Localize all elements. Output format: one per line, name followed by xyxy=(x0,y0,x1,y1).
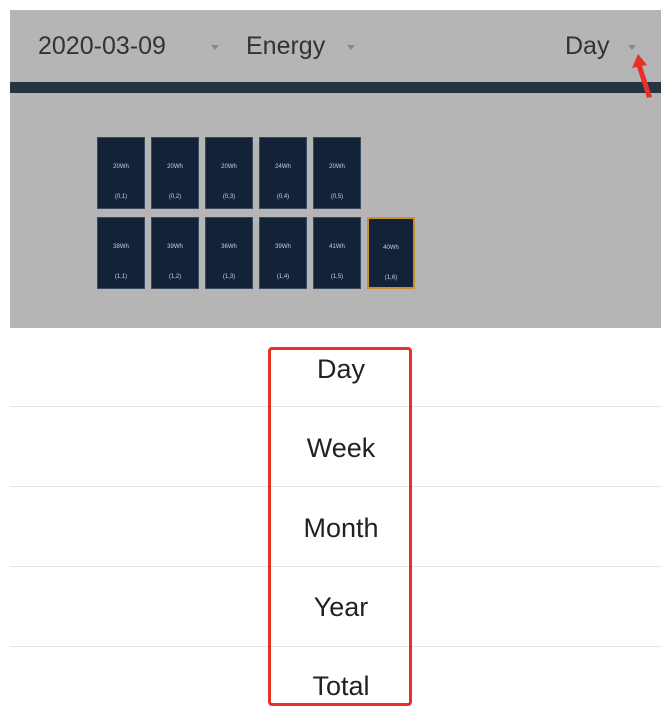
panel-energy: 39Wh xyxy=(167,244,183,250)
caret xyxy=(628,45,636,50)
panel-energy: 39Wh xyxy=(275,244,291,250)
solar-panel[interactable]: 24Wh (0,4) xyxy=(259,137,307,209)
panel-energy: 38Wh xyxy=(113,244,129,250)
solar-panel[interactable]: 38Wh (1,1) xyxy=(97,217,145,289)
panel-position: (1,2) xyxy=(168,274,182,280)
panel-energy: 24Wh xyxy=(275,164,291,170)
panel-position: (0,3) xyxy=(222,194,236,200)
separator xyxy=(10,406,661,407)
red-arrow xyxy=(632,54,652,98)
panel-energy: 20Wh xyxy=(329,164,345,170)
metric-selector[interactable]: Energy xyxy=(246,32,326,60)
panel-energy: 41Wh xyxy=(329,244,345,250)
panel-energy: 20Wh xyxy=(113,164,129,170)
panel-position: (1,6) xyxy=(384,275,398,281)
solar-panel[interactable]: 39Wh (1,4) xyxy=(259,217,307,289)
panel-energy: 36Wh xyxy=(221,244,237,250)
solar-panel[interactable]: 39Wh (1,2) xyxy=(151,217,199,289)
separator xyxy=(10,566,661,567)
panel-position: (1,4) xyxy=(276,274,290,280)
solar-panel[interactable]: 20Wh (0,2) xyxy=(151,137,199,209)
panel-energy: 20Wh xyxy=(221,164,237,170)
solar-panel[interactable]: 20Wh (0,1) xyxy=(97,137,145,209)
panel-position: (0,5) xyxy=(330,194,344,200)
picker-option[interactable]: Week xyxy=(306,433,376,464)
panel-position: (1,3) xyxy=(222,274,236,280)
picker-option[interactable]: Month xyxy=(303,512,379,543)
panel-energy: 20Wh xyxy=(167,164,183,170)
picker-option[interactable]: Year xyxy=(313,591,369,622)
panel-position: (1,1) xyxy=(114,274,128,280)
picker-option[interactable]: Total xyxy=(312,671,370,702)
divider-bar xyxy=(10,82,661,93)
solar-panel[interactable]: 41Wh (1,5) xyxy=(313,217,361,289)
solar-panel[interactable]: 20Wh (0,3) xyxy=(205,137,253,209)
caret xyxy=(347,45,355,50)
solar-panel[interactable]: 20Wh (0,5) xyxy=(313,137,361,209)
solar-panel[interactable]: 36Wh (1,3) xyxy=(205,217,253,289)
solar-panel[interactable]: 40Wh (1,6) xyxy=(367,217,415,289)
toolbar xyxy=(10,10,661,82)
highlight-box xyxy=(268,347,412,706)
panel-position: (0,1) xyxy=(114,194,128,200)
arrow-shape xyxy=(632,54,652,98)
panel-position: (1,5) xyxy=(330,274,344,280)
separator xyxy=(10,486,661,487)
caret xyxy=(211,45,219,50)
panel-position: (0,4) xyxy=(276,194,290,200)
picker-option[interactable]: Day xyxy=(316,354,365,384)
panel-position: (0,2) xyxy=(168,194,182,200)
separator xyxy=(10,646,661,647)
period-selector[interactable]: Day xyxy=(565,32,610,60)
panel-energy: 40Wh xyxy=(383,245,399,251)
date-selector[interactable]: 2020-03-09 xyxy=(38,32,166,60)
panel-layout xyxy=(10,93,661,328)
